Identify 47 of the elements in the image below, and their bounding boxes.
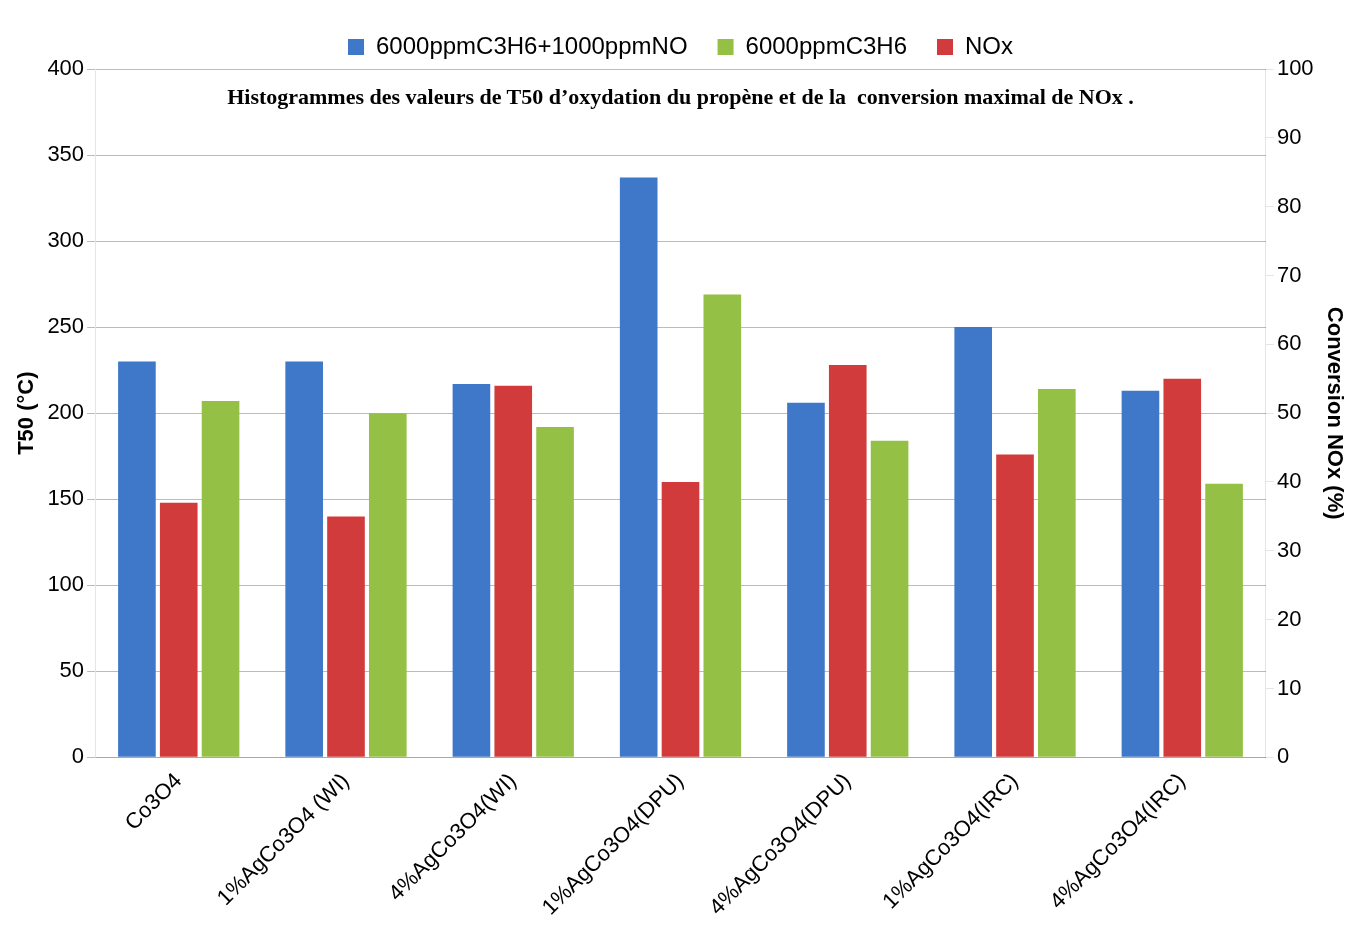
bar (828, 364, 867, 757)
y2-tick-label: 50 (1276, 399, 1302, 425)
y2-tick-label: 60 (1276, 330, 1302, 356)
y-tick-label: 400 (47, 55, 85, 81)
y-tick-label: 50 (59, 657, 85, 683)
y2-tick-label: 20 (1276, 605, 1302, 631)
bar (619, 177, 658, 757)
bar (368, 413, 407, 757)
y-tick-label: 250 (47, 313, 85, 339)
y-tick-label: 350 (47, 141, 85, 167)
y2-tick-label: 0 (1276, 743, 1290, 769)
bar (1121, 390, 1160, 757)
legend-label: NOx (964, 31, 1013, 59)
bar (703, 294, 742, 757)
bar (159, 502, 198, 757)
y-tick-label: 0 (71, 743, 85, 769)
y2-tick-label: 10 (1276, 674, 1302, 700)
bar (494, 385, 533, 757)
text: Histogrammes des valeurs de T50 d’oxydation du propène et de la conversion maximal de NOx . (227, 83, 1134, 109)
bar (1205, 483, 1243, 757)
y-tick-label: 150 (47, 485, 85, 511)
y2-tick-label: 30 (1276, 536, 1302, 562)
bar (536, 426, 574, 757)
y2-axis-title: Conversion NOx (%) (1322, 306, 1348, 520)
y-tick-label: 200 (47, 399, 85, 425)
bar (661, 482, 700, 757)
y-tick-label: 300 (47, 227, 85, 253)
y-tick-label: 100 (47, 571, 85, 597)
bar (327, 516, 365, 757)
bar (1163, 378, 1202, 757)
bar (201, 401, 240, 757)
y-axis-title: T50 (°C) (13, 371, 39, 455)
bar (996, 454, 1034, 757)
bar (285, 361, 323, 757)
bar (1038, 389, 1076, 757)
y2-tick-label: 100 (1276, 55, 1314, 81)
bar (118, 361, 156, 757)
y2-tick-label: 90 (1276, 123, 1302, 149)
bar (787, 402, 825, 757)
legend-label: 6000ppmC3H6 (745, 31, 907, 59)
y2-tick-label: 80 (1276, 192, 1302, 218)
legend-label: 6000ppmC3H6+1000ppmNO (376, 31, 688, 59)
bar (954, 327, 993, 757)
bar (452, 383, 491, 757)
y2-tick-label: 70 (1276, 261, 1302, 287)
y2-tick-label: 40 (1276, 468, 1302, 494)
bar (870, 440, 909, 757)
